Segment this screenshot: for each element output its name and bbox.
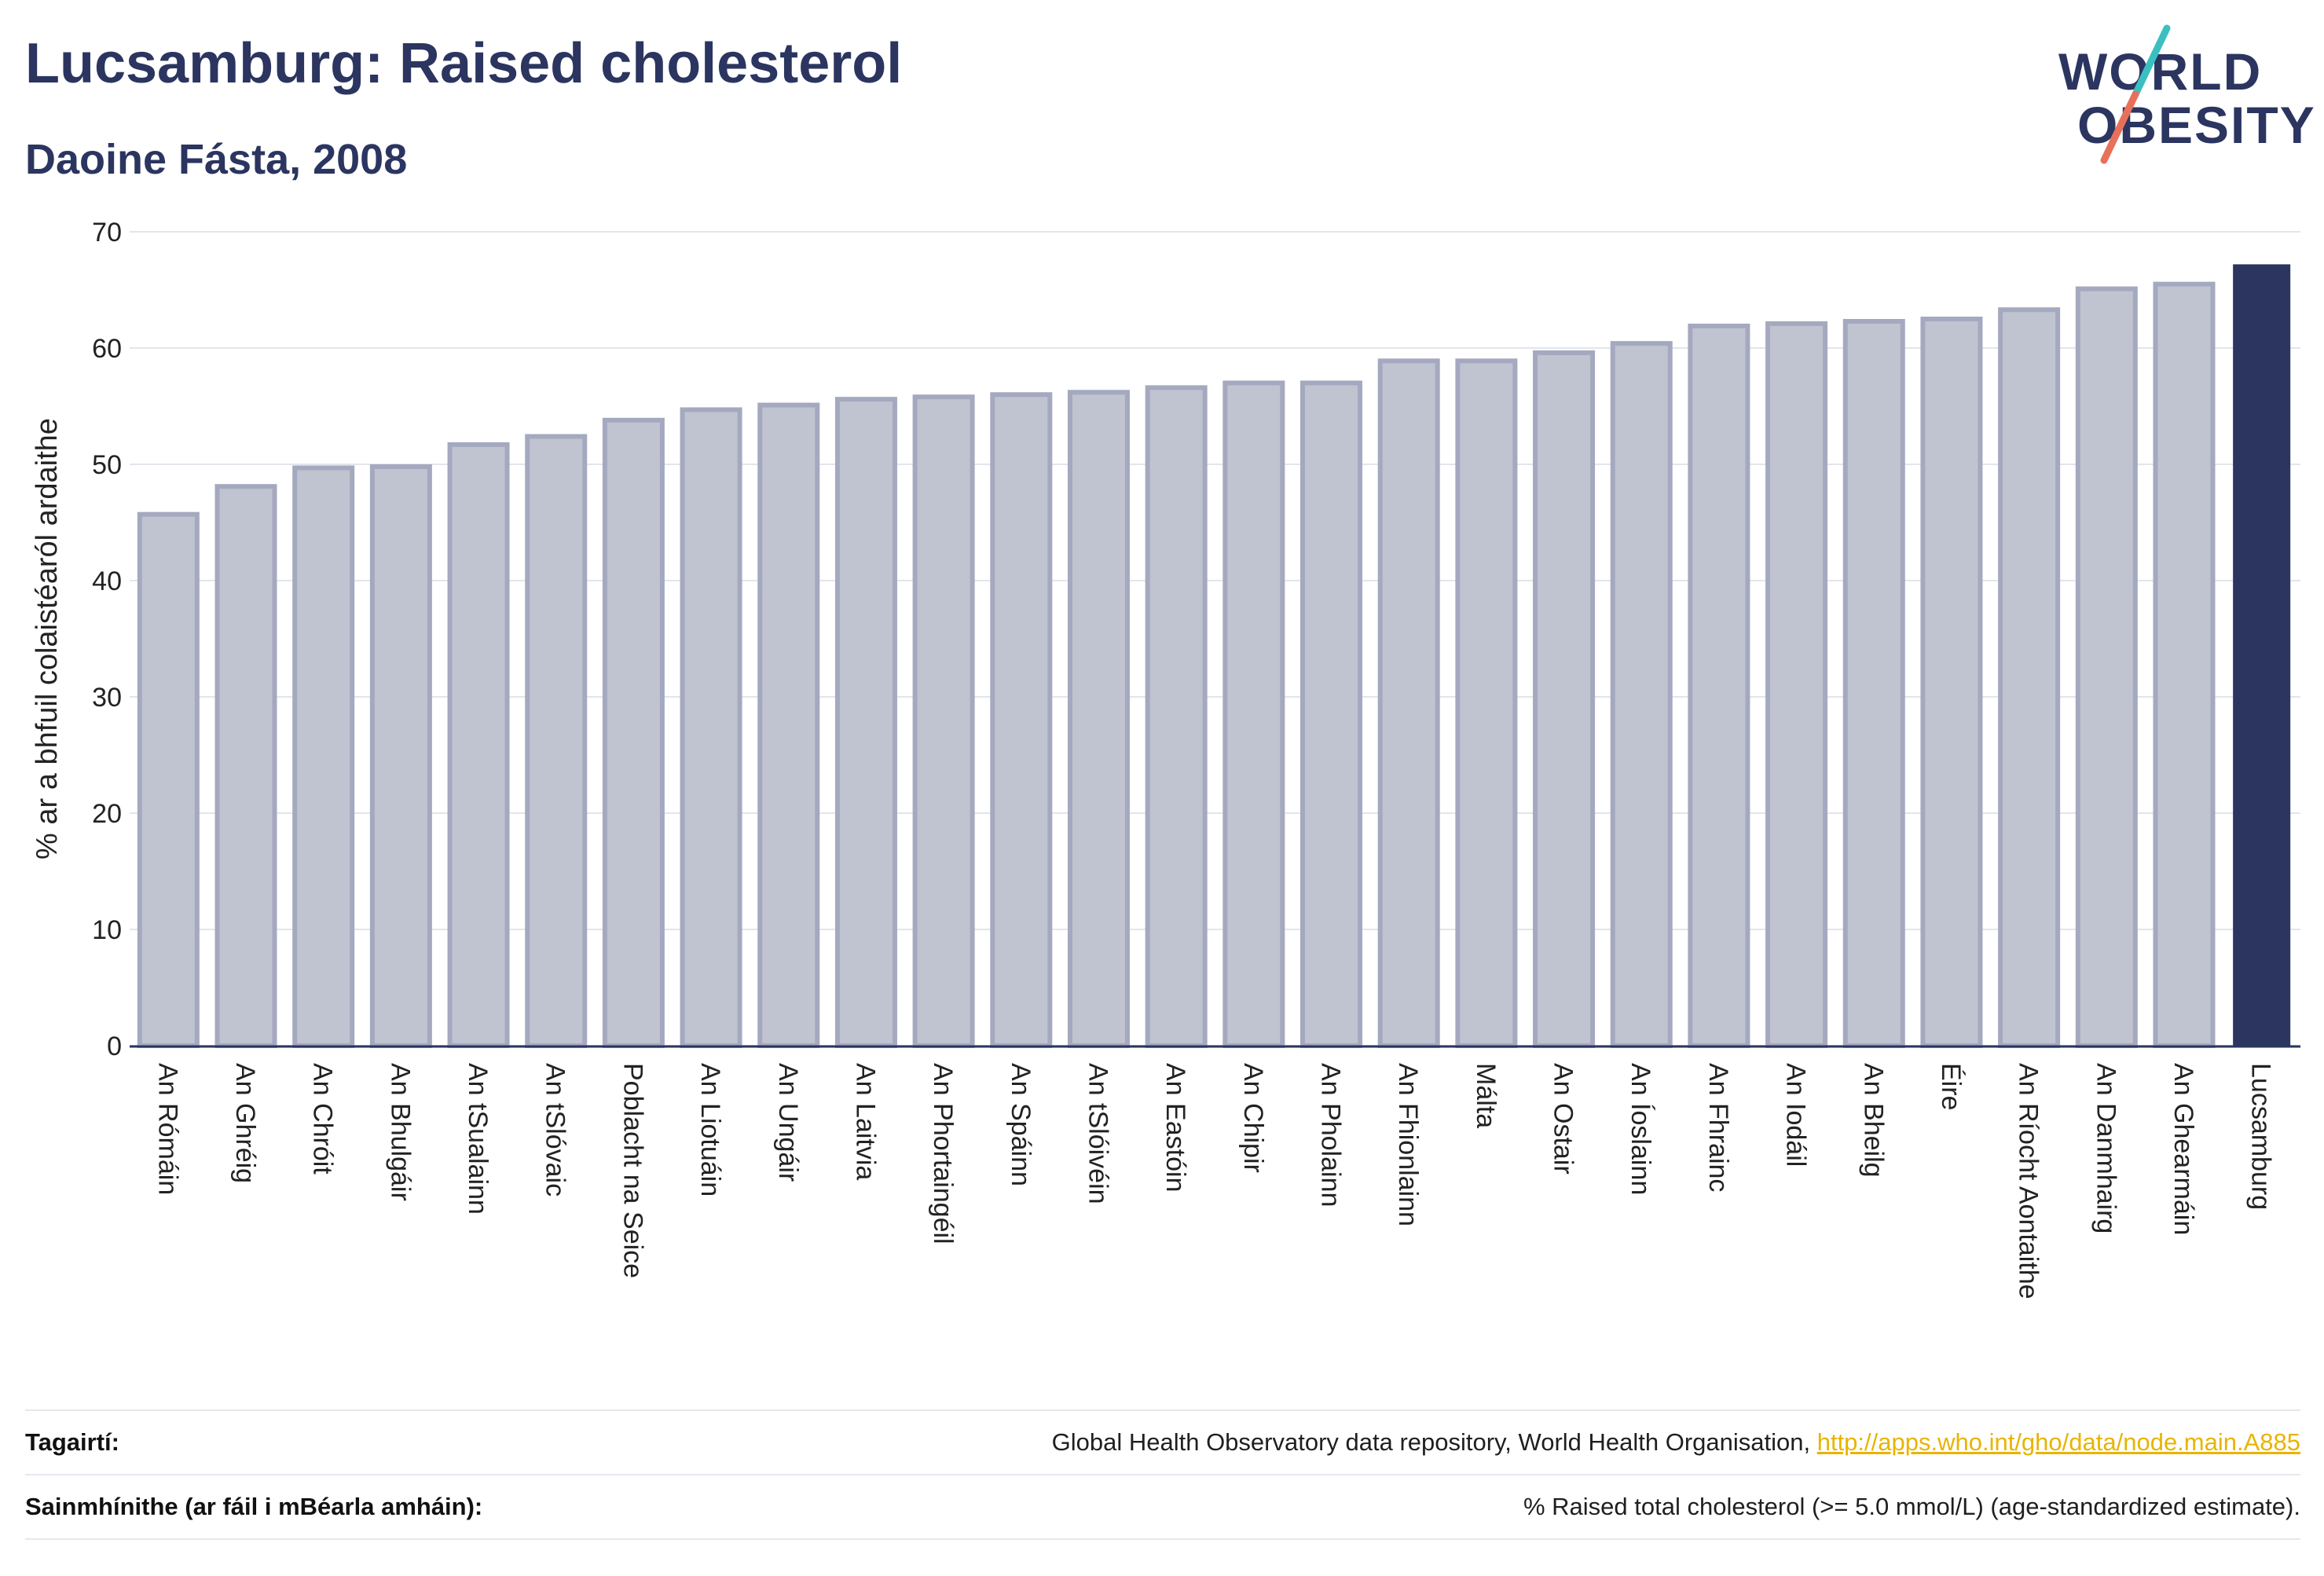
bar xyxy=(214,484,277,1049)
bar-chart: 0 10 20 30 40 50 60 70 An Rómáin An Ghréig An Chr… xyxy=(31,218,2300,1299)
y-tick-label: 20 xyxy=(92,799,122,829)
y-tick-label: 50 xyxy=(92,450,122,480)
x-tick-label: An Phortaingéil xyxy=(928,1063,958,1244)
bar xyxy=(1842,319,1905,1048)
footer-definitions-row: Sainmhínithe (ar fáil i mBéarla amháin):… xyxy=(25,1474,2300,1540)
references-text: Global Health Observatory data repositor… xyxy=(1051,1428,1817,1456)
y-axis-label: % ar a bhfuil colaistéaról ardaithe xyxy=(31,418,64,859)
x-tick-label: Éire xyxy=(1936,1063,1966,1110)
x-tick-label: An Rómáin xyxy=(152,1063,182,1195)
x-tick-label: An Íoslainn xyxy=(1626,1063,1655,1195)
bar xyxy=(1455,358,1518,1048)
y-tick-label: 10 xyxy=(92,915,122,945)
logo-line1: WORLD xyxy=(2058,42,2263,101)
y-tick-label: 70 xyxy=(92,218,122,247)
x-tick-label: An Eastóin xyxy=(1160,1063,1190,1192)
x-axis-labels: An Rómáin An Ghréig An Chróit An Bhulgáir An… xyxy=(152,1063,2275,1299)
bar xyxy=(2233,264,2291,1046)
bar xyxy=(1067,390,1130,1048)
bar xyxy=(369,464,432,1048)
bar xyxy=(2153,281,2216,1048)
footer-references-row: Tagairtí: Global Health Observatory data… xyxy=(25,1409,2300,1474)
bar xyxy=(447,442,510,1048)
y-tick-label: 60 xyxy=(92,334,122,364)
x-tick-label: An Ríocht Aontaithe xyxy=(2014,1063,2044,1299)
y-tick-label: 30 xyxy=(92,683,122,713)
x-tick-label: An Spáinn xyxy=(1006,1063,1036,1186)
references-label: Tagairtí: xyxy=(25,1428,119,1456)
y-axis-ticks: 0 10 20 30 40 50 60 70 xyxy=(92,218,122,1061)
logo-slash-icon xyxy=(2100,24,2171,164)
bar xyxy=(1610,341,1673,1048)
x-tick-label: An Ostair xyxy=(1549,1063,1578,1175)
y-tick-label: 0 xyxy=(107,1032,122,1061)
page-title: Lucsamburg: Raised cholesterol xyxy=(25,32,903,95)
x-tick-label: An Laitvia xyxy=(850,1063,880,1180)
x-tick-label: An tSlóvaic xyxy=(541,1063,570,1197)
x-tick-label: An Bheilg xyxy=(1858,1063,1888,1178)
bar xyxy=(757,402,820,1048)
bar xyxy=(1765,321,1828,1048)
bar xyxy=(525,434,588,1048)
definitions-text: % Raised total cholesterol (>= 5.0 mmol/… xyxy=(1523,1493,2300,1520)
x-tick-label: An Ghearmáin xyxy=(2168,1063,2198,1235)
bar xyxy=(1300,380,1363,1048)
x-tick-label: An Iodáil xyxy=(1781,1063,1811,1167)
x-tick-label: An Pholainn xyxy=(1316,1063,1346,1207)
x-tick-label: An Ghréig xyxy=(230,1063,260,1183)
x-tick-label: An Danmhairg xyxy=(2091,1063,2121,1233)
definitions-label: Sainmhínithe (ar fáil i mBéarla amháin): xyxy=(25,1493,483,1520)
x-tick-label: An tSualainn xyxy=(463,1063,493,1215)
bar xyxy=(1998,307,2061,1048)
references-value: Global Health Observatory data repositor… xyxy=(1052,1428,2300,1457)
logo-line2: OBESITY xyxy=(2077,96,2316,154)
x-tick-label: An tSlóivéin xyxy=(1083,1063,1113,1204)
bar xyxy=(1533,350,1596,1048)
bar xyxy=(137,511,200,1048)
x-tick-label: Lucsamburg xyxy=(2246,1063,2276,1210)
page-subtitle: Daoine Fásta, 2008 xyxy=(25,136,408,183)
bar xyxy=(1222,380,1285,1048)
x-tick-label: Málta xyxy=(1471,1063,1501,1128)
bar xyxy=(990,392,1053,1049)
world-obesity-logo: WORLD OBESITY xyxy=(2043,22,2315,167)
x-tick-label: An Ungáir xyxy=(773,1063,803,1182)
x-tick-label: An Chróit xyxy=(308,1063,338,1175)
y-tick-label: 40 xyxy=(92,566,122,596)
x-tick-label: An Liotuáin xyxy=(695,1063,725,1197)
bar xyxy=(2075,286,2138,1048)
bar xyxy=(292,465,355,1049)
x-tick-label: An Chipir xyxy=(1238,1063,1268,1173)
bar xyxy=(912,394,975,1048)
references-link[interactable]: http://apps.who.int/gho/data/node.main.A… xyxy=(1816,1428,2300,1456)
x-tick-label: Poblacht na Seice xyxy=(618,1063,647,1278)
chart-bars xyxy=(137,264,2291,1049)
x-tick-label: An Fhionlainn xyxy=(1393,1063,1423,1226)
bar xyxy=(680,407,742,1049)
x-tick-label: An Fhrainc xyxy=(1703,1063,1733,1192)
bar xyxy=(1145,385,1208,1049)
bar xyxy=(1688,323,1750,1049)
x-tick-label: An Bhulgáir xyxy=(385,1063,415,1201)
bar xyxy=(602,417,665,1048)
bar xyxy=(834,397,897,1049)
bar xyxy=(1377,358,1440,1048)
bar xyxy=(1920,317,1983,1049)
